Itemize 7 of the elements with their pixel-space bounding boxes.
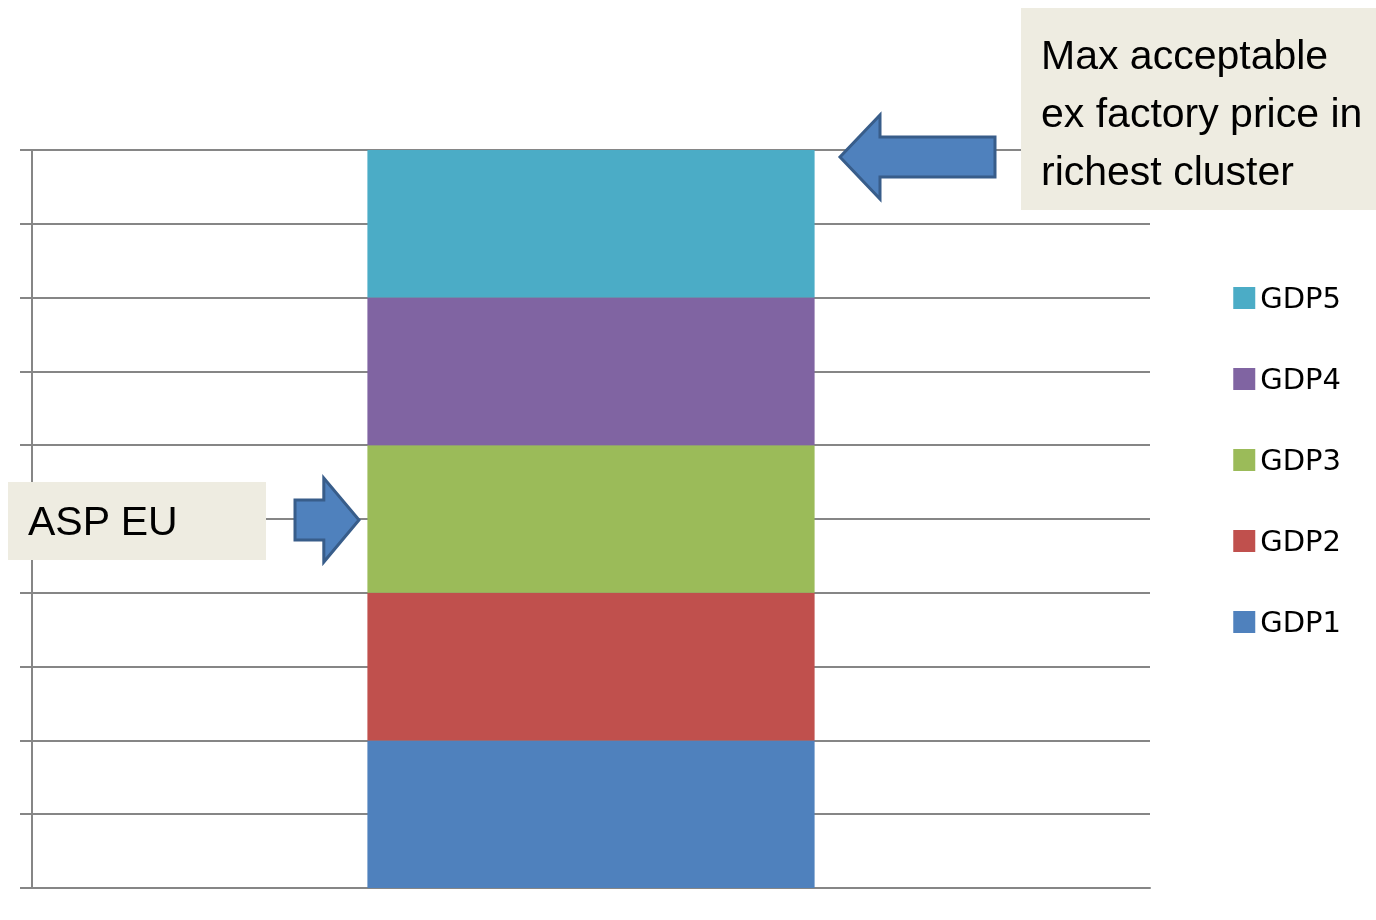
- legend-label: GDP4: [1260, 362, 1342, 396]
- annotation: ASP EU: [8, 482, 266, 560]
- annotation: Max acceptable ex factory price in richest cluster: [1021, 8, 1376, 210]
- legend-label: GDP5: [1260, 281, 1342, 315]
- legend-label: GDP2: [1260, 524, 1342, 558]
- legend-label: GDP3: [1260, 443, 1342, 477]
- legend-label: GDP1: [1260, 605, 1342, 639]
